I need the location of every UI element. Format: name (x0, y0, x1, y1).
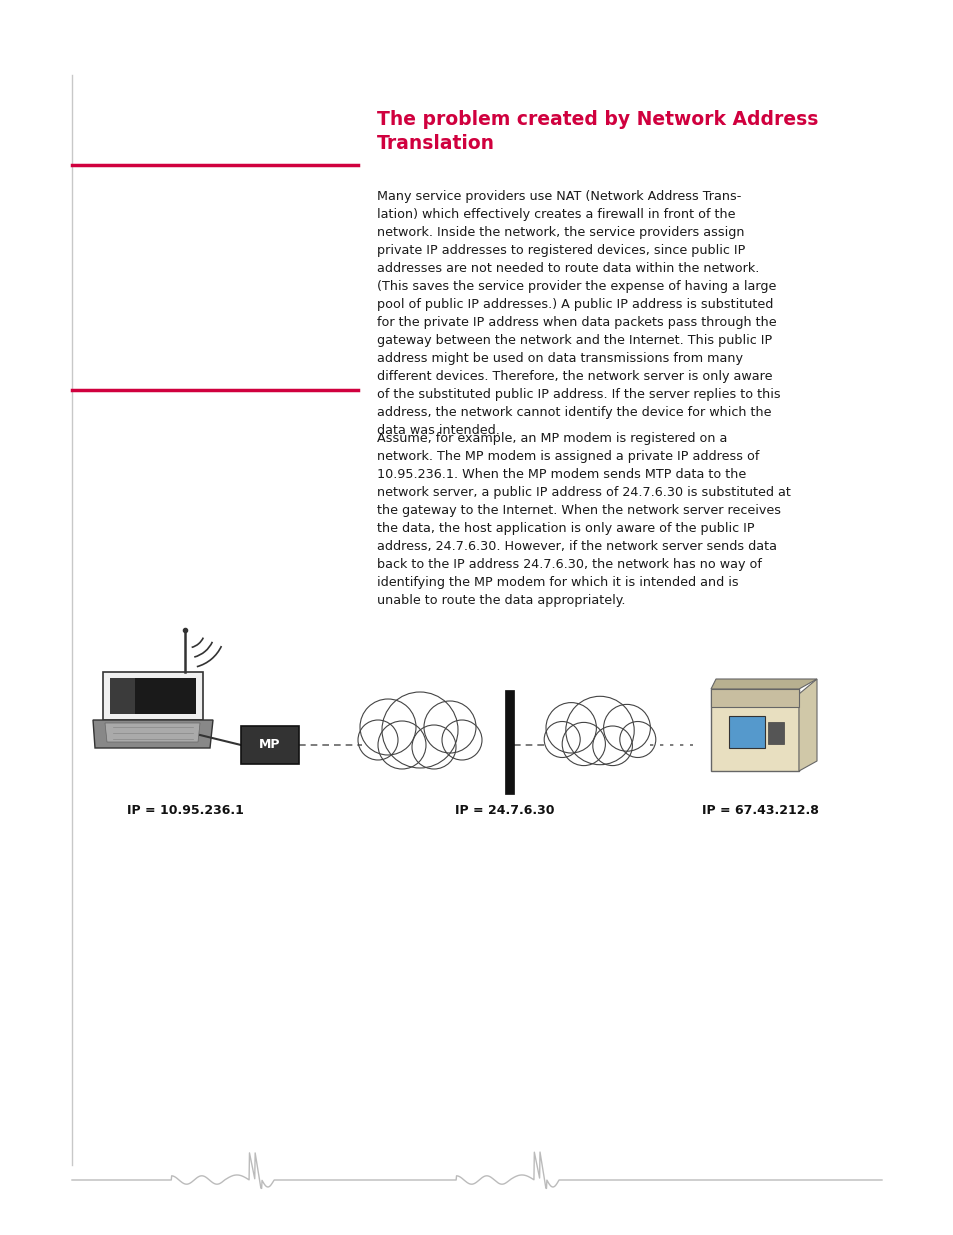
Circle shape (357, 720, 397, 760)
Text: Many service providers use NAT (Network Address Trans-
lation) which effectively: Many service providers use NAT (Network … (376, 190, 780, 437)
Polygon shape (105, 722, 200, 742)
Circle shape (359, 699, 416, 755)
Circle shape (619, 721, 655, 757)
FancyBboxPatch shape (710, 689, 799, 771)
Circle shape (603, 704, 650, 751)
Polygon shape (110, 678, 195, 714)
Text: MP: MP (259, 739, 280, 752)
Circle shape (377, 721, 426, 769)
Circle shape (561, 722, 605, 766)
Circle shape (565, 697, 634, 764)
Polygon shape (710, 679, 816, 689)
Polygon shape (92, 720, 213, 748)
Text: IP = 10.95.236.1: IP = 10.95.236.1 (127, 804, 243, 816)
Polygon shape (103, 672, 203, 720)
Text: IP = 67.43.212.8: IP = 67.43.212.8 (700, 804, 818, 816)
Polygon shape (110, 678, 135, 714)
Circle shape (381, 692, 457, 768)
Circle shape (543, 721, 579, 757)
Text: Assume, for example, an MP modem is registered on a
network. The MP modem is ass: Assume, for example, an MP modem is regi… (376, 432, 790, 606)
Text: IP = 24.7.6.30: IP = 24.7.6.30 (455, 804, 554, 816)
Circle shape (592, 726, 632, 766)
FancyBboxPatch shape (767, 722, 783, 743)
Circle shape (423, 701, 476, 753)
Text: The problem created by Network Address
Translation: The problem created by Network Address T… (376, 110, 818, 153)
FancyBboxPatch shape (241, 726, 298, 764)
Circle shape (441, 720, 481, 760)
Circle shape (545, 703, 596, 753)
FancyBboxPatch shape (728, 716, 764, 748)
FancyBboxPatch shape (710, 689, 799, 706)
Polygon shape (799, 679, 816, 771)
Circle shape (412, 725, 456, 769)
